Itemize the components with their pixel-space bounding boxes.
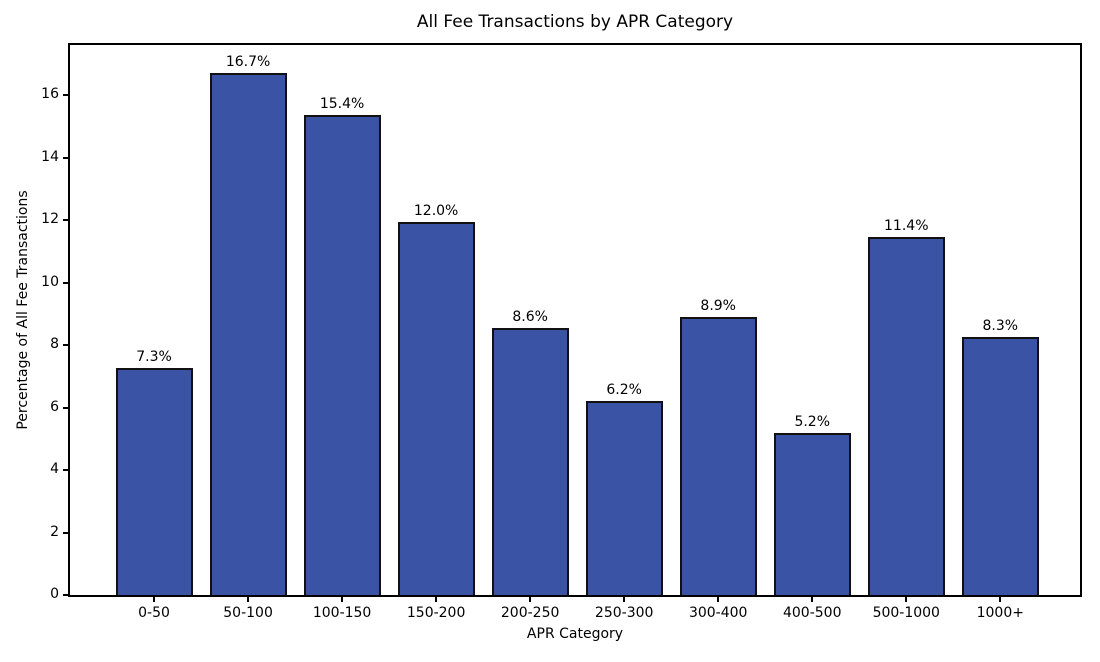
y-axis-tick (63, 156, 68, 159)
bar (961, 337, 1039, 595)
y-axis-tick (63, 94, 68, 96)
x-axis-tick (529, 597, 532, 602)
x-tick-label: 50-100 (223, 605, 273, 621)
x-tick-label: 400-500 (782, 605, 842, 621)
y-axis-tick (63, 594, 68, 596)
x-axis-tick (153, 597, 156, 602)
y-axis-tick (63, 406, 68, 409)
bar (585, 401, 663, 595)
bar (867, 237, 945, 595)
y-axis-tick (63, 469, 68, 471)
bar-value-label: 8.9% (700, 297, 736, 314)
bar-value-label: 15.4% (319, 96, 365, 113)
x-tick-label: 300-400 (688, 605, 748, 621)
y-axis-tick (63, 531, 68, 534)
x-axis-label: APR Category (526, 626, 624, 642)
y-tick-label: 6 (50, 398, 59, 415)
y-axis-tick (63, 281, 68, 284)
y-tick-label: 0 (50, 586, 59, 602)
x-tick-label: 0-50 (138, 605, 170, 621)
bar-value-label: 8.6% (512, 308, 548, 325)
bar-value-label: 12.0% (413, 202, 459, 219)
x-tick-label: 1000+ (976, 605, 1024, 621)
y-tick-label: 14 (41, 148, 59, 165)
x-axis-tick (999, 597, 1002, 602)
y-tick-label: 2 (50, 523, 59, 540)
bar (397, 221, 475, 595)
y-axis-tick (63, 219, 68, 221)
y-axis-tick (63, 344, 68, 346)
x-axis-tick (247, 597, 250, 602)
y-tick-label: 4 (50, 461, 59, 477)
plot-area: 0 2 4 6 8 10 12 14 16 7.3% 0-50 16.7% 50-100 15.4% 100… (41, 43, 1082, 621)
x-tick-label: 200-250 (500, 605, 560, 621)
bar (679, 316, 757, 595)
y-tick-label: 12 (41, 211, 59, 227)
bar-value-label: 7.3% (136, 349, 172, 366)
x-axis-tick (717, 597, 720, 602)
bar (491, 327, 569, 595)
x-axis-tick (341, 597, 344, 602)
bar (209, 73, 287, 595)
x-tick-label: 500-1000 (872, 605, 940, 621)
chart-title: All Fee Transactions by APR Category (416, 12, 734, 32)
bar (303, 115, 381, 595)
y-tick-label: 10 (41, 273, 59, 290)
bar (115, 368, 193, 595)
y-tick-label: 16 (41, 86, 59, 102)
bar-value-label: 6.2% (606, 382, 642, 399)
bar-value-label: 11.4% (884, 218, 929, 235)
y-tick-label: 8 (50, 336, 59, 352)
x-tick-label: 250-300 (594, 605, 654, 621)
bar (773, 432, 851, 595)
bar-value-label: 8.3% (982, 318, 1019, 335)
x-axis-tick (905, 597, 908, 602)
bar-value-label: 5.2% (794, 413, 831, 430)
bar-value-label: 16.7% (225, 54, 271, 71)
x-tick-label: 100-150 (312, 605, 372, 621)
x-tick-label: 150-200 (406, 605, 466, 621)
x-axis-tick (623, 597, 626, 602)
y-axis-label: Percentage of All Fee Transactions (15, 190, 31, 430)
x-axis-tick (435, 597, 438, 602)
x-axis-tick (811, 597, 814, 602)
